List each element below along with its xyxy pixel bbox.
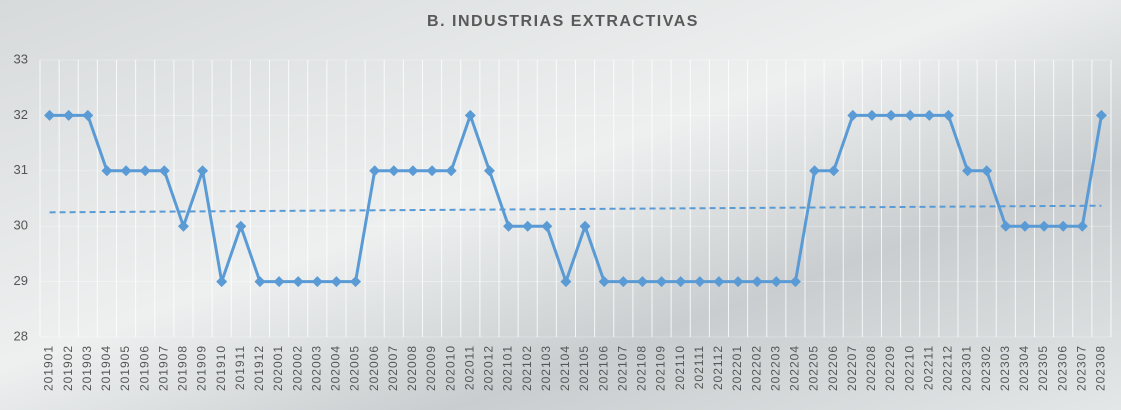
x-tick-label: 202308 (1094, 345, 1108, 391)
y-tick-label: 30 (14, 218, 28, 233)
x-tick-label: 202011 (462, 345, 476, 390)
x-tick-label: 201911 (233, 345, 247, 390)
x-tick-label: 202110 (673, 345, 687, 390)
y-tick-label: 32 (14, 107, 28, 122)
x-tick-label: 202111 (692, 345, 706, 389)
x-tick-label: 202202 (749, 345, 763, 391)
x-tick-label: 202012 (482, 345, 496, 391)
x-tick-label: 202103 (539, 345, 553, 391)
y-tick-label: 33 (14, 51, 28, 66)
x-tick-label: 202212 (941, 345, 955, 391)
x-tick-label: 202209 (883, 345, 897, 391)
x-tick-label: 202303 (998, 345, 1012, 391)
x-tick-label: 202203 (768, 345, 782, 391)
x-tick-label: 202206 (826, 345, 840, 391)
x-tick-label: 202001 (271, 345, 285, 391)
x-tick-label: 202010 (443, 345, 457, 391)
x-tick-label: 201902 (61, 345, 75, 391)
x-tick-label: 201910 (214, 345, 228, 391)
x-tick-label: 201903 (80, 345, 94, 391)
x-tick-label: 202008 (405, 345, 419, 391)
x-tick-label: 202104 (558, 345, 572, 391)
x-tick-label: 202304 (1017, 345, 1031, 391)
x-tick-label: 202107 (615, 345, 629, 391)
x-tick-label: 202005 (348, 345, 362, 391)
chart-title: B. INDUSTRIAS EXTRACTIVAS (427, 13, 699, 30)
x-tick-label: 202002 (290, 345, 304, 391)
x-tick-label: 201908 (176, 345, 190, 391)
x-tick-label: 201909 (195, 345, 209, 391)
x-tick-label: 202009 (424, 345, 438, 391)
x-tick-label: 202208 (864, 345, 878, 391)
x-tick-label: 202003 (309, 345, 323, 391)
x-tick-label: 202112 (711, 345, 725, 390)
x-tick-label: 202006 (367, 345, 381, 391)
x-tick-label: 202106 (596, 345, 610, 391)
x-tick-label: 202211 (921, 345, 935, 390)
x-tick-label: 201901 (42, 345, 56, 391)
y-tick-label: 31 (14, 162, 28, 177)
x-tick-label: 202109 (654, 345, 668, 391)
x-tick-label: 202108 (635, 345, 649, 391)
x-tick-label: 202207 (845, 345, 859, 391)
x-tick-label: 202004 (329, 345, 343, 391)
x-tick-label: 201905 (118, 345, 132, 391)
x-tick-label: 202007 (386, 345, 400, 391)
x-tick-label: 201907 (156, 345, 170, 391)
x-tick-label: 201904 (99, 345, 113, 391)
x-tick-label: 202105 (577, 345, 591, 391)
x-tick-label: 201906 (137, 345, 151, 391)
x-tick-label: 202205 (807, 345, 821, 391)
x-tick-label: 201912 (252, 345, 266, 391)
y-tick-label: 29 (14, 273, 28, 288)
chart: B. INDUSTRIAS EXTRACTIVAS 28 29 30 31 32 33 20… (0, 0, 1121, 410)
x-tick-label: 202301 (960, 345, 974, 391)
x-tick-label: 202305 (1036, 345, 1050, 391)
y-tick-label: 28 (14, 328, 28, 343)
x-tick-label: 202307 (1074, 345, 1088, 391)
x-tick-label: 202101 (501, 345, 515, 391)
x-tick-label: 202306 (1055, 345, 1069, 391)
x-tick-label: 202302 (979, 345, 993, 391)
x-tick-label: 202210 (902, 345, 916, 391)
x-tick-label: 202204 (788, 345, 802, 391)
x-tick-label: 202102 (520, 345, 534, 391)
x-tick-label: 202201 (730, 345, 744, 391)
